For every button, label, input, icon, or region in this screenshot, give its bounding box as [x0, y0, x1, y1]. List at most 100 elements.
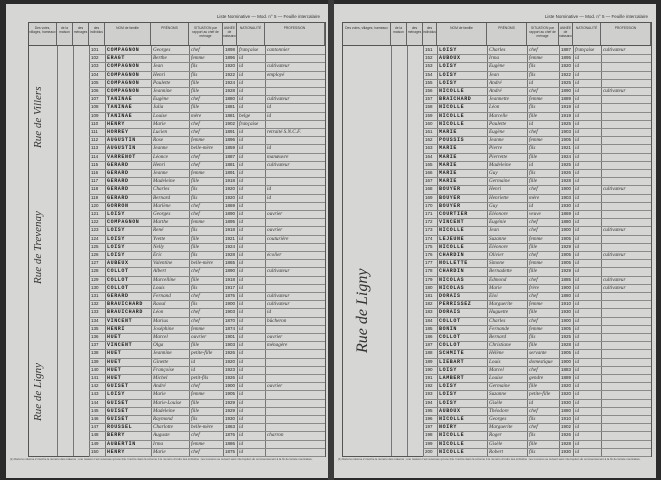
header-num-menage: des ménages: [73, 23, 89, 45]
register-row: 129 COLLOT Marcelline fille 1918 id: [89, 276, 325, 285]
surname: GUISET: [107, 383, 129, 390]
first-name: Roger: [489, 432, 502, 439]
surname: GERARD: [107, 293, 129, 299]
individual-number: 104: [91, 71, 99, 77]
individual-number: 107: [91, 96, 99, 102]
right-page: Liste Nominative — Mod. n° 5 — Feuille i…: [334, 4, 656, 478]
footnote: (1) Dans la colonne 2 inscrire le numéro…: [10, 457, 313, 461]
first-name: René: [153, 227, 164, 234]
birth-year: 1865: [225, 260, 236, 266]
register-row: 196 NICOLLE Georges fils 1910 id: [423, 415, 651, 425]
surname: LOISY: [439, 47, 458, 53]
nationality: id: [575, 293, 580, 299]
first-name: Suzanne: [489, 391, 507, 398]
individual-number: 195: [425, 407, 433, 413]
register-row: 173 NICOLLE Jean chef 1900 id cultivateur: [423, 226, 651, 236]
individual-number: 154: [425, 71, 433, 77]
birth-year: 1923: [225, 366, 236, 372]
birth-year: 1896: [225, 137, 236, 143]
individual-number: 125: [91, 243, 99, 249]
nationality: id: [575, 79, 580, 86]
nationality: id: [239, 137, 244, 144]
first-name: Charles: [153, 186, 170, 193]
register-row: 112 AUGUSTIN Rose femme 1896 id: [89, 136, 325, 146]
nationality: id: [239, 432, 244, 439]
profession: cultivateur: [603, 47, 626, 53]
nationality: id: [239, 424, 244, 431]
household-relation: chef: [191, 47, 200, 53]
household-relation: chef: [191, 448, 200, 455]
individual-number: 133: [91, 309, 99, 315]
birth-year: 1928: [225, 88, 236, 93]
column-rule: [391, 46, 392, 456]
individual-number: 131: [91, 293, 99, 298]
first-name: Eugène: [489, 63, 505, 70]
birth-year: 1902: [225, 120, 236, 126]
header-situation: SITUATION par rapport au chef de ménage: [527, 23, 559, 45]
first-name: Marlène: [153, 202, 171, 209]
household-relation: fils: [191, 63, 198, 70]
birth-year: 1920: [225, 186, 236, 192]
header-nom: NOM de famille: [105, 23, 151, 45]
surname: AUBEUX: [107, 260, 129, 267]
first-name: Madeleine: [153, 407, 175, 414]
household-relation: chef: [529, 424, 538, 431]
individual-number: 126: [91, 252, 99, 257]
nationality: id: [239, 448, 244, 455]
surname: NICOLLE: [439, 112, 465, 119]
street-name: Rue de Ligny: [354, 268, 371, 353]
surname: GUISET: [107, 399, 129, 406]
first-name: Bernadette: [489, 268, 512, 275]
individual-number: 186: [425, 334, 433, 339]
surname: MARIE: [439, 129, 458, 135]
surname: PERRISSEZ: [439, 301, 472, 308]
surname: COMPAGNON: [107, 79, 140, 86]
surname: LOISY: [107, 252, 126, 258]
nationality: id: [239, 350, 244, 357]
nationality: id: [239, 79, 244, 86]
header-prenoms: PRÉNOMS: [151, 23, 189, 45]
register-row: 104 COMPAGNON Henri fils 1922 id employé: [89, 71, 325, 80]
surname: GERARD: [107, 170, 129, 176]
nationality: id: [575, 375, 580, 381]
nationality: id: [239, 63, 244, 70]
birth-year: 1926: [561, 170, 572, 175]
birth-year: 1918: [225, 276, 236, 282]
household-relation: id: [529, 161, 534, 168]
nationality: id: [239, 243, 244, 250]
register-row: 175 NICOLLE Eléonore fille 1929 id: [423, 243, 651, 252]
individual-number: 145: [91, 407, 99, 413]
birth-year: 1930: [561, 399, 572, 405]
individual-number: 179: [425, 276, 433, 282]
nationality: id: [239, 276, 244, 283]
individual-number: 168: [425, 186, 433, 192]
birth-year: 1925: [561, 334, 572, 339]
register-row: 139 HUET Ginette id 1920 id: [89, 358, 325, 367]
birth-year: 1905: [561, 252, 572, 257]
header-nom: NOM de famille: [437, 23, 487, 45]
birth-year: 1880: [561, 407, 572, 413]
register-row: 140 HUET Françoise id 1923 id: [89, 366, 325, 375]
household-relation: chef: [191, 432, 200, 439]
birth-year: 1921: [561, 145, 572, 151]
household-relation: veuve: [529, 211, 541, 217]
individual-number: 193: [425, 391, 433, 397]
first-name: Léonce: [153, 153, 168, 160]
register-row: 153 LOISY Eugène fils 1920 id: [423, 62, 651, 72]
surname: LAMBERT: [439, 375, 465, 381]
register-row: 163 MARIE Pierre fils 1921 id: [423, 144, 651, 154]
nationality: id: [575, 170, 580, 176]
individual-number: 149: [91, 440, 99, 446]
individual-number: 123: [91, 227, 99, 233]
surname: BRAUICHARD: [107, 309, 144, 316]
surname: GERARD: [107, 161, 129, 168]
header-profession: PROFESSION: [265, 23, 325, 45]
register-row: 191 LAMBERT Louise gendre 1889 id: [423, 374, 651, 384]
nationality: id: [575, 416, 580, 422]
column-header: Des voies, villages, hameaux de la maison…: [342, 22, 652, 46]
register-row: 170 BOUYER Guy id 1930 id: [423, 202, 651, 211]
individual-number: 198: [425, 432, 433, 438]
nationality: id: [575, 112, 580, 119]
birth-year: 1930: [225, 416, 236, 421]
birth-year: 1885: [561, 276, 572, 282]
